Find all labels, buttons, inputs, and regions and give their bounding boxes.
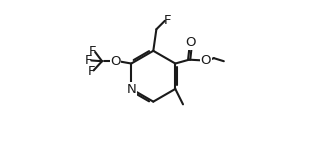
Text: O: O xyxy=(110,55,121,68)
Text: O: O xyxy=(201,54,211,67)
Text: F: F xyxy=(164,14,171,26)
Text: F: F xyxy=(85,54,92,67)
Text: F: F xyxy=(87,65,95,78)
Text: O: O xyxy=(185,36,196,49)
Text: F: F xyxy=(89,45,96,58)
Text: N: N xyxy=(127,83,136,96)
